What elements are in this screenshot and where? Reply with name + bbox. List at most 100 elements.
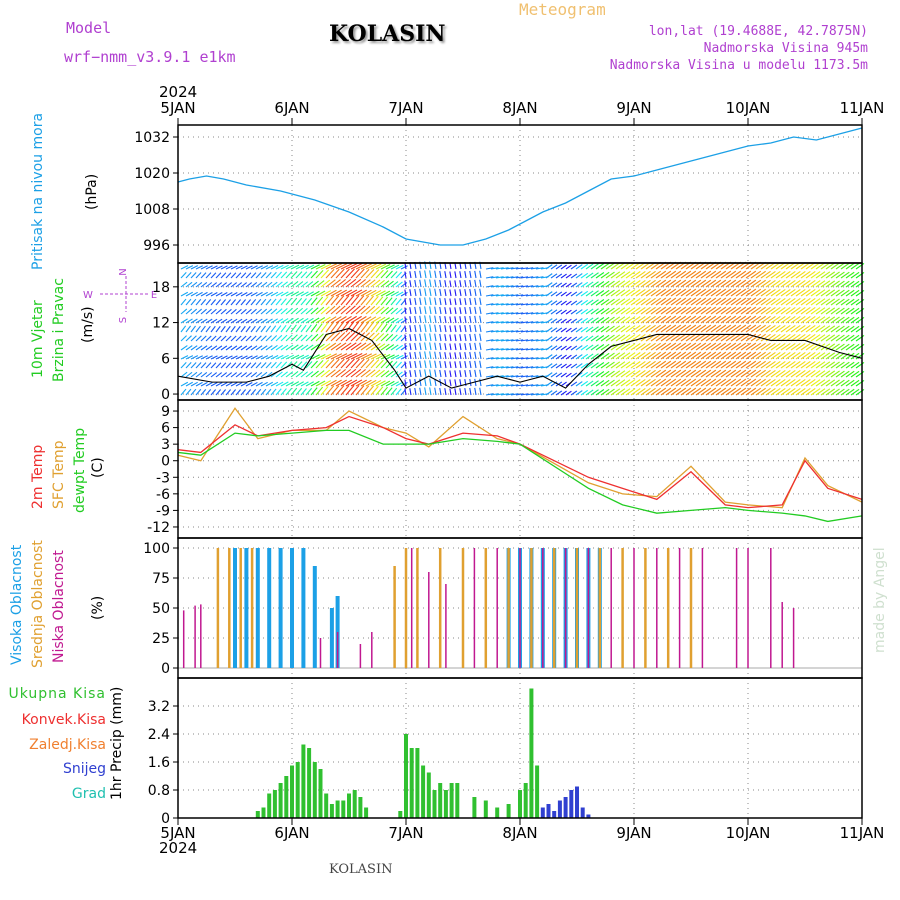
wind-arrow: [230, 265, 238, 270]
wind-arrow: [510, 267, 519, 270]
wind-arrow: [645, 378, 656, 387]
wind-arrow: [325, 263, 337, 270]
wind-arrow: [205, 272, 212, 279]
wind-arrow: [335, 369, 346, 378]
wind-arrow: [490, 348, 499, 351]
wind-arrow: [595, 281, 605, 288]
wind-arrow: [800, 370, 811, 378]
wind-arrow: [300, 291, 309, 297]
wind-arrow: [675, 279, 687, 288]
snow-bar: [575, 786, 579, 818]
wind-arrow: [300, 281, 309, 288]
wind-arrow: [605, 316, 615, 324]
wind-arrow: [419, 369, 422, 378]
wind-arrow: [845, 271, 855, 279]
wind-arrow: [205, 325, 211, 333]
wind-arrow: [275, 308, 283, 315]
wind-arrow: [390, 271, 398, 279]
wind-arrow: [459, 352, 462, 360]
wind-arrow: [439, 315, 442, 324]
wind-arrow: [605, 370, 615, 378]
wind-arrow: [620, 307, 631, 315]
wind-arrow: [560, 390, 567, 396]
wind-arrow: [785, 289, 796, 297]
wind-arrow: [414, 324, 417, 333]
wind-arrow: [250, 335, 257, 342]
wind-arrow: [615, 262, 626, 270]
wind-arrow: [740, 270, 752, 279]
wind-arrow: [515, 393, 524, 396]
wind-arrow: [550, 345, 558, 351]
wind-arrow: [180, 308, 188, 315]
wind-arrow: [690, 288, 702, 297]
wind-arrow: [785, 316, 796, 324]
wind-arrow: [575, 273, 583, 279]
wind-arrow: [310, 370, 319, 378]
wind-arrow: [285, 344, 294, 351]
wind-arrow: [474, 297, 477, 306]
wind-arrow: [370, 279, 381, 288]
wind-arrow: [805, 370, 816, 378]
wind-arrow: [419, 279, 422, 288]
wind-arrow: [419, 378, 422, 387]
wind-arrow: [695, 333, 707, 342]
wind-arrow: [340, 342, 352, 351]
wind-arrow: [695, 315, 707, 324]
wind-arrow: [690, 387, 702, 396]
wind-arrow: [545, 372, 553, 378]
wind-arrow: [795, 280, 806, 288]
wind-arrow: [510, 303, 519, 306]
wind-arrow: [535, 321, 544, 324]
wind-arrow: [640, 378, 651, 387]
wind-arrow: [795, 388, 806, 396]
wind-arrow: [469, 387, 472, 396]
wind-arrow: [225, 389, 232, 396]
wind-arrow: [305, 334, 313, 342]
wind-arrow: [280, 291, 289, 297]
wind-arrow: [215, 308, 222, 315]
wind-arrow: [790, 325, 801, 333]
wind-arrow: [464, 388, 467, 396]
sfc-temp-line: [177, 407, 863, 509]
wind-arrow: [535, 330, 544, 333]
wind-arrow: [705, 306, 717, 315]
wind-arrow: [210, 382, 218, 387]
wind-arrow: [190, 272, 197, 279]
wind-arrow: [474, 315, 477, 324]
wind-arrow: [385, 360, 393, 369]
wind-arrow: [590, 371, 599, 378]
wind-arrow: [730, 297, 742, 306]
wind-arrow: [180, 345, 188, 351]
wind-arrow: [790, 280, 801, 288]
wind-arrow: [720, 360, 732, 369]
wind-arrow: [770, 271, 781, 279]
wind-arrow: [190, 381, 198, 387]
wind-arrow: [400, 381, 408, 387]
wind-arrow: [830, 307, 840, 315]
wind-arrow: [595, 290, 605, 297]
wind-arrow: [845, 289, 855, 297]
wind-arrow: [240, 272, 247, 279]
wind-arrow: [375, 359, 384, 369]
wind-arrow: [525, 375, 534, 378]
wind-arrow: [715, 378, 727, 387]
wind-arrow: [495, 285, 504, 288]
station-title: KOLASIN: [329, 21, 446, 47]
wind-arrow: [670, 306, 682, 315]
wind-arrow: [490, 339, 499, 342]
wind-arrow: [755, 279, 766, 288]
wind-arrow: [400, 318, 408, 324]
wind-arrow: [240, 335, 247, 342]
wind-arrow: [375, 333, 385, 342]
wind-arrow: [464, 280, 467, 288]
wind-arrow: [535, 294, 544, 297]
compass-e: E: [151, 290, 157, 301]
wind-arrow: [285, 354, 295, 360]
wind-arrow: [730, 279, 742, 288]
wind-arrow: [459, 388, 462, 396]
wind-arrow: [505, 375, 514, 378]
wind-arrow: [515, 312, 524, 315]
wind-arrow: [675, 270, 687, 279]
wind-arrow: [500, 321, 509, 324]
